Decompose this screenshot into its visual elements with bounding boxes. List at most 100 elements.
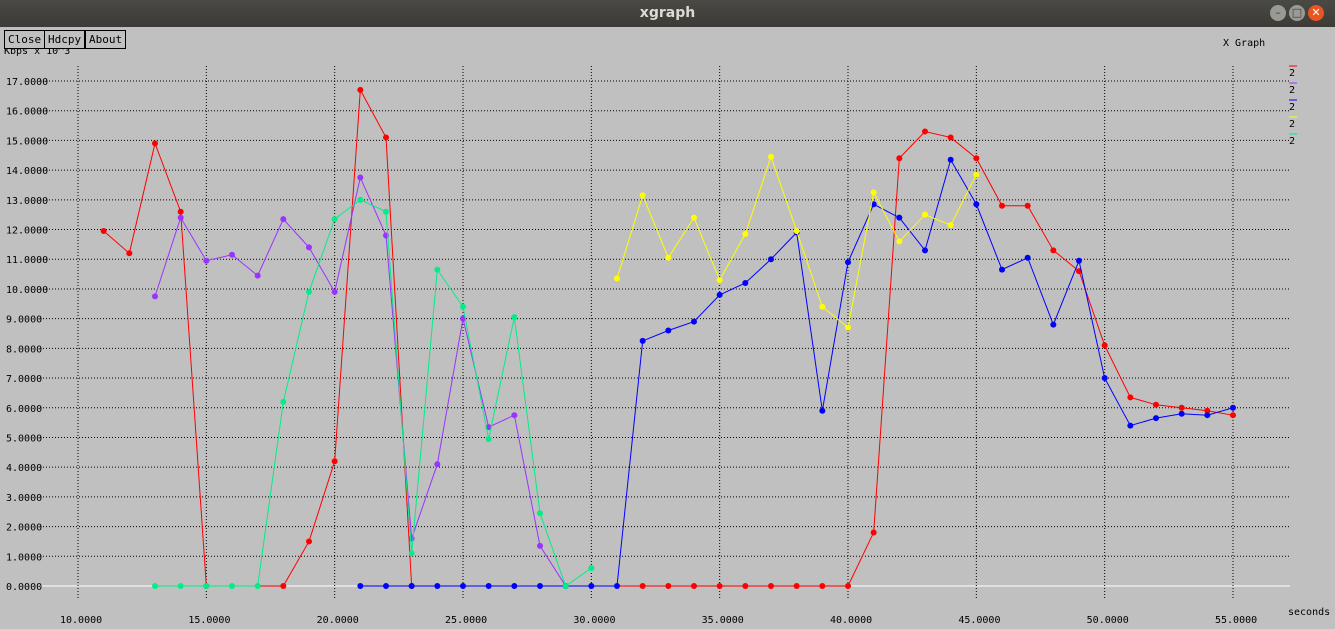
data-point — [1101, 342, 1108, 349]
x-tick-label: 30.0000 — [573, 615, 615, 626]
x-tick-label: 25.0000 — [445, 615, 487, 626]
data-point — [152, 293, 158, 300]
series-line — [155, 199, 592, 587]
data-point — [177, 583, 184, 589]
data-point — [896, 214, 903, 221]
data-point — [254, 583, 261, 589]
close-button[interactable]: Close — [4, 30, 46, 49]
data-point — [793, 228, 800, 235]
data-point — [280, 583, 287, 589]
x-tick-label: 40.0000 — [830, 615, 872, 626]
data-point — [511, 314, 518, 321]
series-line — [154, 175, 592, 587]
y-tick-label: 9.0000 — [6, 315, 42, 326]
data-point — [845, 259, 851, 266]
data-point — [229, 583, 235, 589]
data-point — [511, 583, 518, 589]
x-tick-label: 50.0000 — [1087, 615, 1129, 626]
data-point — [896, 238, 903, 245]
data-point — [229, 251, 235, 258]
legend-label: 2 — [1289, 68, 1295, 79]
data-point — [768, 153, 774, 160]
data-point — [922, 247, 928, 254]
title-bar: xgraph – □ ✕ — [0, 0, 1335, 27]
y-tick-label: 17.0000 — [6, 77, 48, 88]
data-point — [203, 257, 210, 264]
data-point — [383, 134, 389, 141]
close-window-icon[interactable]: ✕ — [1308, 5, 1324, 21]
y-tick-label: 1.0000 — [6, 552, 42, 563]
data-point — [665, 583, 672, 589]
data-point — [331, 288, 338, 295]
data-point — [639, 337, 646, 344]
chart-title: X Graph — [1223, 38, 1265, 49]
data-point — [434, 583, 441, 589]
data-point — [973, 155, 980, 162]
x-tick-label: 45.0000 — [958, 615, 1000, 626]
window-title: xgraph — [639, 5, 696, 21]
data-point — [1127, 394, 1134, 401]
legend-label: 2 — [1289, 119, 1295, 130]
y-tick-label: 8.0000 — [6, 344, 42, 355]
hardcopy-button[interactable]: Hdcpy — [44, 30, 86, 49]
data-point — [1204, 407, 1211, 414]
data-point — [691, 214, 697, 221]
data-point — [537, 510, 543, 517]
data-point — [306, 538, 312, 545]
data-point — [177, 208, 184, 215]
maximize-icon[interactable]: □ — [1289, 5, 1305, 21]
data-point — [126, 250, 133, 257]
y-tick-label: 2.0000 — [6, 523, 42, 534]
data-point — [485, 424, 492, 431]
data-point — [614, 275, 620, 282]
data-point — [742, 583, 749, 589]
data-point — [639, 583, 646, 589]
y-tick-label: 0.0000 — [6, 582, 42, 593]
data-point — [434, 461, 441, 468]
data-point — [691, 318, 697, 325]
x-tick-label: 20.0000 — [317, 615, 359, 626]
y-tick-label: 6.0000 — [6, 404, 42, 415]
data-point — [511, 412, 518, 419]
data-point — [1127, 422, 1134, 429]
data-point — [100, 228, 107, 235]
data-point — [1230, 404, 1236, 411]
x-tick-label: 55.0000 — [1215, 615, 1257, 626]
data-point — [1153, 401, 1159, 408]
data-point — [716, 291, 723, 298]
data-point — [947, 156, 954, 163]
data-point — [1230, 412, 1236, 419]
legend-label: 2 — [1289, 136, 1295, 147]
y-tick-label: 15.0000 — [6, 136, 48, 147]
data-point — [716, 583, 723, 589]
y-tick-label: 11.0000 — [6, 255, 48, 266]
data-point — [947, 134, 954, 141]
about-button[interactable]: About — [85, 30, 127, 49]
data-point — [870, 529, 877, 536]
data-point — [254, 272, 261, 279]
data-point — [1050, 247, 1057, 254]
data-point — [665, 254, 672, 261]
data-point — [845, 583, 851, 589]
data-point — [1076, 257, 1082, 264]
y-tick-label: 14.0000 — [6, 166, 48, 177]
legend: 2 2 2 2 2 — [1289, 65, 1297, 147]
y-tick-label: 4.0000 — [6, 463, 42, 474]
data-point — [716, 277, 723, 284]
y-tick-label: 3.0000 — [6, 493, 42, 504]
data-point — [460, 583, 466, 589]
data-point — [306, 244, 312, 251]
data-point — [691, 583, 697, 589]
data-point — [408, 583, 415, 589]
data-point — [152, 140, 158, 147]
legend-label: 2 — [1289, 85, 1295, 96]
minimize-icon[interactable]: – — [1270, 5, 1286, 21]
x-tick-label: 15.0000 — [188, 615, 230, 626]
data-point — [742, 280, 749, 286]
data-point — [537, 542, 543, 549]
data-point — [357, 196, 364, 203]
data-point — [408, 535, 415, 542]
data-point — [460, 315, 466, 322]
data-point — [485, 435, 492, 442]
data-point — [280, 216, 287, 223]
